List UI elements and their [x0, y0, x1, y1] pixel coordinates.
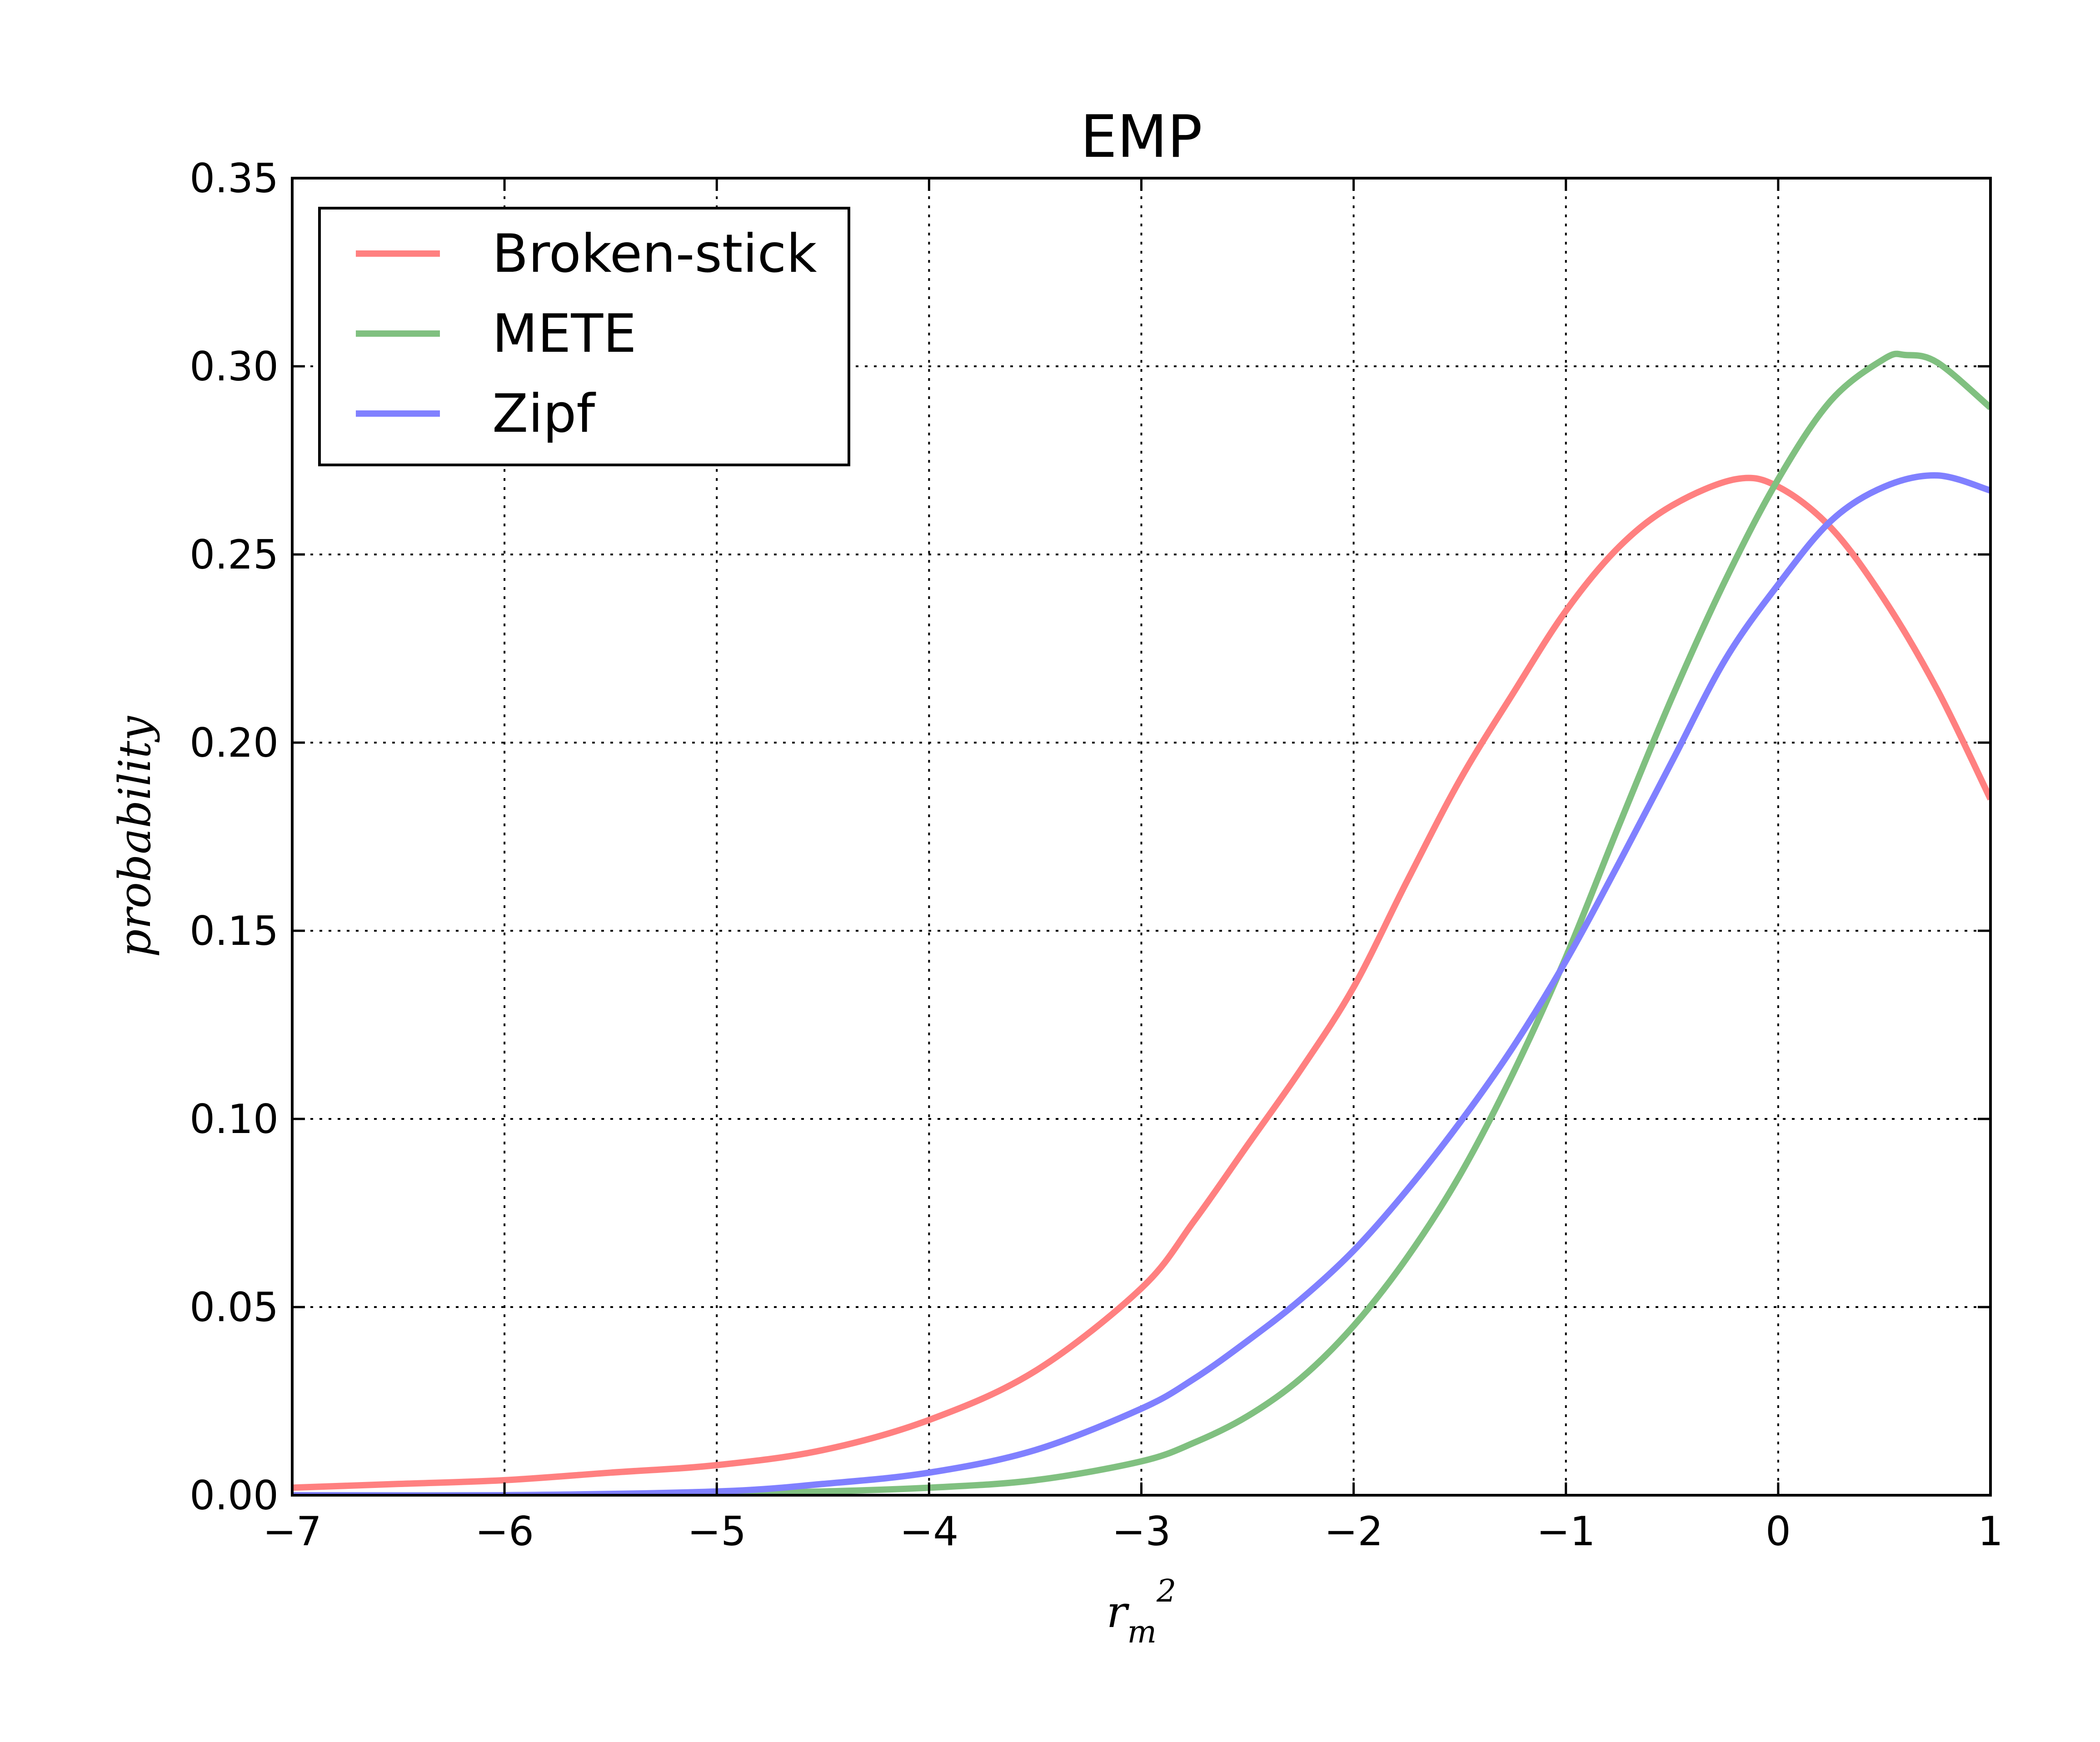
y-tick-label: 0.05	[190, 1284, 279, 1331]
y-tick-label: 0.30	[190, 343, 279, 390]
x-tick-label: −1	[1536, 1508, 1596, 1555]
series-group	[292, 350, 1990, 1495]
legend-label-broken-stick: Broken-stick	[492, 223, 817, 285]
legend: Broken-stick METE Zipf	[318, 207, 850, 466]
ticks: −7 −6 −5 −4 −3 −2 −1 0 1 0.00 0.05 0.10 0.15 0.20 0.25…	[190, 155, 2003, 1555]
legend-label-mete: METE	[492, 303, 637, 364]
x-axis-label-main: r	[1107, 1587, 1130, 1637]
y-tick-label: 0.35	[190, 155, 279, 202]
x-tick-label: −6	[475, 1508, 534, 1555]
series-line-broken-stick	[292, 474, 1990, 1491]
y-tick-label: 0.15	[190, 908, 279, 954]
x-axis-label-sub: m	[1127, 1614, 1157, 1650]
x-tick-label: −3	[1112, 1508, 1171, 1555]
x-tick-label: −5	[687, 1508, 746, 1555]
chart-title: EMP	[1080, 103, 1202, 171]
y-tick-label: 0.25	[190, 531, 279, 578]
legend-label-zipf: Zipf	[492, 383, 596, 444]
y-tick-label: 0.20	[190, 719, 279, 766]
y-axis-label: probability	[110, 715, 160, 957]
x-axis-label: rm 2	[1107, 1573, 1177, 1650]
x-tick-label: 0	[1766, 1508, 1791, 1555]
x-axis-label-sup: 2	[1156, 1573, 1176, 1609]
x-tick-label: −7	[263, 1508, 322, 1555]
x-tick-label: 1	[1978, 1508, 2003, 1555]
series-line-mete	[292, 350, 1990, 1495]
x-tick-label: −4	[900, 1508, 959, 1555]
y-tick-label: 0.10	[190, 1096, 279, 1143]
y-tick-label: 0.00	[190, 1472, 279, 1519]
series-line-zipf	[292, 472, 1990, 1495]
x-tick-label: −2	[1324, 1508, 1383, 1555]
